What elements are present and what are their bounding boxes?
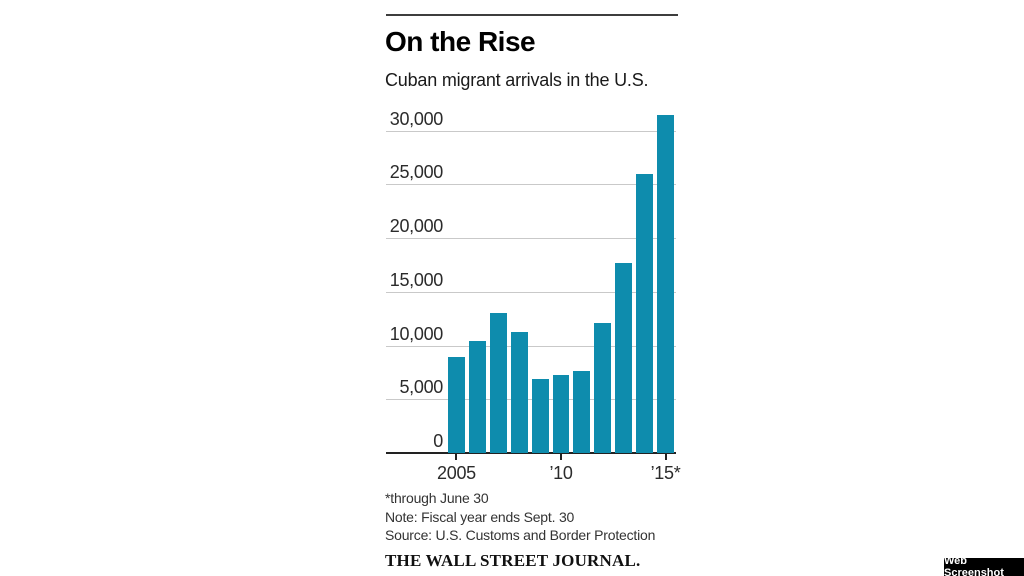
x-tick-label: ’10 — [549, 463, 573, 483]
gridline — [386, 399, 676, 400]
y-tick-label: 5,000 — [399, 377, 443, 398]
gridline — [386, 131, 676, 132]
y-tick-label: 30,000 — [389, 108, 444, 129]
y-tick-label: 25,000 — [389, 162, 444, 183]
x-tick-mark — [455, 454, 458, 460]
y-tick-label: 20,000 — [389, 216, 444, 236]
bar-2014 — [636, 173, 654, 453]
x-axis-baseline — [386, 452, 676, 454]
chart-title: On the Rise — [385, 26, 536, 57]
gridline — [386, 238, 676, 239]
bar-2009 — [531, 378, 549, 453]
top-rule — [386, 14, 678, 16]
bar-2010 — [552, 374, 570, 453]
footnotes: *through June 30 Note: Fiscal year ends … — [385, 489, 655, 545]
bar-2015 — [657, 115, 674, 453]
bar-2013 — [615, 262, 633, 453]
gridline — [386, 184, 676, 185]
y-tick-label: 15,000 — [389, 269, 444, 290]
bar-2011 — [573, 371, 591, 453]
bar-2012 — [594, 322, 612, 453]
gridline — [386, 292, 676, 293]
footnote-source: Source: U.S. Customs and Border Protecti… — [385, 527, 656, 543]
bar-2006 — [468, 341, 486, 453]
y-tick-label: 10,000 — [389, 323, 444, 344]
x-tick-mark — [664, 454, 667, 460]
plot-area: 0 5,000 10,000 15,000 20,000 25,000 30,000 2005… — [386, 105, 681, 490]
footnote-note: Note: Fiscal year ends Sept. 30 — [385, 508, 575, 525]
y-tick-label: 0 — [433, 431, 443, 451]
chart-subtitle: Cuban migrant arrivals in the U.S. — [385, 70, 649, 90]
footnote-asterisk: *through June 30 — [385, 490, 489, 506]
gridline — [386, 346, 676, 347]
badge-label: Web Screenshot — [944, 555, 1004, 576]
web-screenshot-badge: Web Screenshot — [944, 555, 1024, 576]
x-tick-label: ’15* — [650, 463, 681, 483]
wsj-credit: THE WALL STREET JOURNAL. — [385, 551, 641, 570]
x-tick-mark — [560, 454, 562, 460]
x-tick-label: 2005 — [437, 463, 476, 483]
bar-2007 — [489, 313, 507, 453]
bar-2008 — [510, 331, 528, 453]
bar-2005 — [448, 357, 465, 453]
